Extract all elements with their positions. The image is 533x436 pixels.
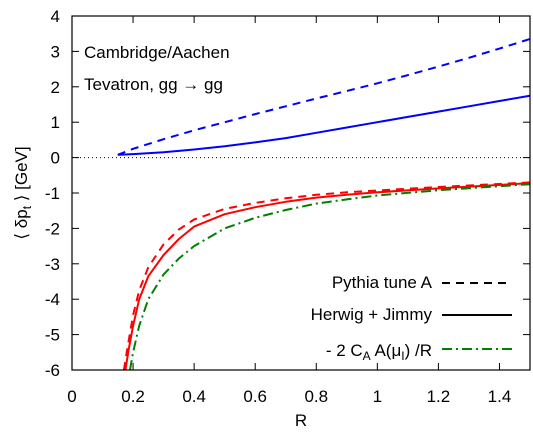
x-tick-label: 1.4 — [488, 387, 512, 406]
y-axis-label: ⟨ δpt ⟩ [GeV] — [12, 146, 34, 239]
series-layer — [117, 38, 530, 370]
x-tick-label: 0.2 — [121, 387, 145, 406]
x-tick-label: 0 — [67, 387, 76, 406]
x-tick-label: 1.2 — [427, 387, 451, 406]
legend-label-pythia: Pythia tune A — [332, 273, 433, 292]
y-tick-label: -4 — [45, 290, 60, 309]
y-tick-label: -2 — [45, 219, 60, 238]
y-tick-label: -6 — [45, 361, 60, 380]
x-tick-label: 0.4 — [182, 387, 206, 406]
legend-label-analytic: - 2 CA A(μI) /R — [326, 341, 432, 363]
series-line-herwig-lower — [124, 182, 530, 370]
legend-label-herwig: Herwig + Jimmy — [311, 305, 433, 324]
series-line-pythia-lower — [122, 181, 530, 370]
x-tick-label: 0.8 — [304, 387, 328, 406]
y-tick-label: -3 — [45, 255, 60, 274]
x-tick-label: 0.6 — [243, 387, 267, 406]
legend: Pythia tune A Herwig + Jimmy - 2 CA A(μI… — [311, 273, 512, 363]
plot-frame — [71, 15, 531, 371]
series-line-analytic — [129, 183, 530, 370]
x-tick-label: 1 — [373, 387, 382, 406]
y-tick-label: 0 — [51, 149, 60, 168]
series-line-herwig-upper — [117, 94, 530, 156]
annotation-line-2: Tevatron, gg → gg — [84, 75, 223, 94]
y-tick-label: 3 — [51, 42, 60, 61]
y-tick-label: 4 — [51, 7, 60, 26]
y-tick-label: 1 — [51, 113, 60, 132]
y-tick-label: 2 — [51, 78, 60, 97]
ticks — [71, 15, 530, 371]
x-axis-label: R — [295, 411, 307, 430]
tick-labels: 0 0.2 0.4 0.6 0.8 1 1.2 1.4 4 3 2 1 0 -1 -2 -3 -4 -5 -6 — [45, 7, 511, 406]
y-tick-label: -1 — [45, 184, 60, 203]
annotation-line-1: Cambridge/Aachen — [84, 43, 230, 62]
y-tick-label: -5 — [45, 326, 60, 345]
series-line-pythia-upper — [117, 38, 530, 156]
